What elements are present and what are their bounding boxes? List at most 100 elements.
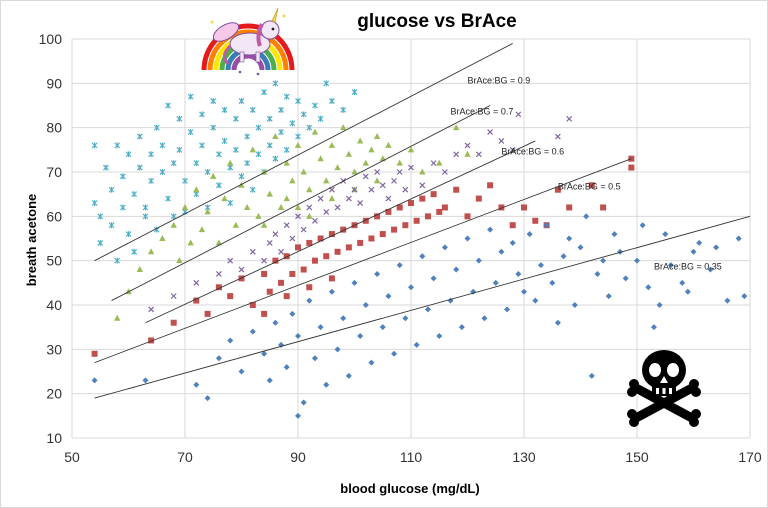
data-point (261, 270, 268, 277)
data-point (227, 337, 234, 344)
data-point (436, 333, 443, 340)
data-point (453, 124, 460, 131)
ratio-lines-layer: BrAce:BG = 0.9 BrAce:BG = 0.7 BrAce:BG = 0… (94, 43, 751, 399)
data-point (278, 106, 284, 113)
data-point (515, 270, 522, 277)
data-point (509, 146, 516, 153)
data-point (464, 235, 471, 242)
data-point (227, 159, 234, 166)
data-point (147, 248, 155, 255)
data-point (198, 226, 206, 233)
data-point (441, 244, 448, 251)
data-point (210, 98, 217, 105)
data-point (266, 190, 273, 197)
data-point (402, 186, 409, 193)
data-point (645, 284, 652, 291)
ratio-line-label: BrAce:BG = 0.35 (654, 262, 722, 272)
data-point (272, 257, 279, 264)
data-point (306, 297, 313, 304)
data-point (176, 257, 183, 264)
data-point (391, 177, 397, 184)
data-point (176, 115, 183, 122)
data-point (91, 142, 98, 149)
data-point (430, 160, 437, 167)
data-point (193, 297, 200, 304)
data-point (238, 266, 245, 273)
data-point (283, 195, 290, 202)
data-point (385, 293, 392, 300)
data-point (498, 248, 505, 255)
data-point (413, 341, 420, 348)
data-point (356, 137, 364, 144)
data-point (103, 164, 109, 171)
data-point (204, 310, 211, 317)
x-tick-label: 130 (512, 449, 536, 465)
data-point (300, 111, 307, 118)
data-point (611, 231, 618, 238)
data-point (600, 257, 607, 264)
data-point (249, 328, 256, 335)
data-point (357, 200, 364, 206)
data-point (487, 226, 494, 233)
data-point (131, 191, 138, 198)
data-point (441, 169, 448, 175)
data-point (136, 164, 143, 171)
data-point (204, 169, 211, 175)
data-point (340, 315, 347, 322)
data-point (170, 293, 177, 300)
data-point (566, 204, 573, 211)
ratio-line (111, 105, 491, 301)
data-point (334, 164, 341, 171)
data-point (329, 98, 335, 105)
y-tick-label: 80 (46, 120, 62, 136)
data-point (238, 98, 245, 105)
data-point (453, 266, 460, 273)
data-point (509, 239, 516, 246)
data-point (159, 235, 166, 241)
data-point (182, 177, 188, 184)
data-point (244, 160, 251, 167)
data-point (283, 253, 290, 260)
data-point (345, 372, 352, 379)
data-point (368, 186, 375, 193)
data-point (142, 213, 149, 220)
data-point (622, 275, 629, 282)
y-tick-label: 20 (46, 386, 62, 402)
data-point (216, 151, 222, 158)
labels-layer: 50 70 90 110 130 150 170 10 20 30 40 50 60 70 80 90 100 (39, 31, 762, 465)
data-point (295, 213, 301, 220)
data-point (221, 137, 228, 144)
data-point (272, 133, 279, 140)
data-point (453, 186, 460, 193)
y-tick-label: 100 (39, 31, 63, 47)
data-point (97, 239, 104, 246)
data-point (323, 177, 330, 184)
data-point (283, 159, 290, 166)
data-point (312, 217, 318, 224)
data-point (492, 279, 499, 286)
data-point (577, 244, 584, 251)
data-point (148, 177, 154, 184)
data-point (261, 257, 268, 264)
data-point (351, 186, 358, 193)
ratio-line (94, 43, 513, 262)
data-point (526, 231, 533, 238)
data-point (91, 350, 98, 357)
data-point (232, 221, 240, 228)
data-point (306, 284, 313, 291)
data-point (419, 168, 426, 175)
data-point (650, 324, 657, 331)
data-point (119, 204, 126, 211)
data-point (153, 124, 160, 131)
data-point (91, 377, 98, 384)
data-point (266, 240, 273, 246)
data-point (373, 177, 381, 184)
points-layer (91, 80, 748, 419)
data-point (362, 159, 369, 166)
ratio-line-label: BrAce:BG = 0.9 (468, 75, 531, 85)
x-tick-label: 110 (400, 449, 423, 465)
data-point (328, 195, 336, 202)
data-point (159, 142, 166, 149)
data-point (317, 235, 324, 242)
data-point (430, 275, 437, 282)
